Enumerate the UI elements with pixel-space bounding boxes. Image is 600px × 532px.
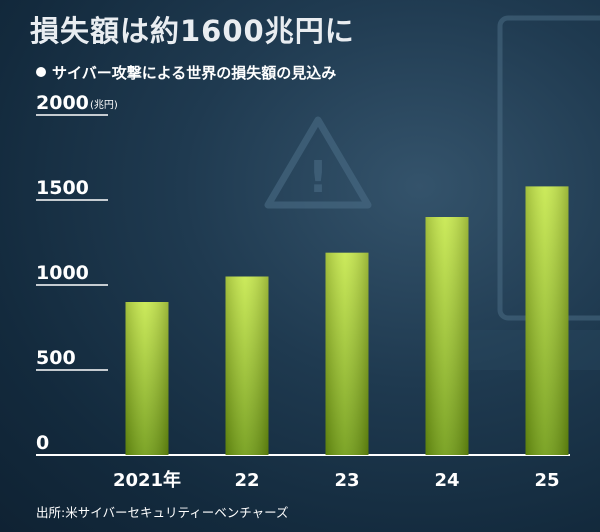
bar-shading xyxy=(525,186,569,455)
chart-title: 損失額は約1600兆円に xyxy=(30,14,355,48)
y-tick-label: 1000 xyxy=(36,262,89,284)
x-tick-label: 23 xyxy=(334,470,359,491)
x-tick-label: 22 xyxy=(234,470,259,491)
bar-shading xyxy=(425,217,469,455)
chart-subtitle: サイバー攻撃による世界の損失額の見込み xyxy=(36,62,336,83)
x-tick-label: 24 xyxy=(434,470,459,491)
bar-shading xyxy=(125,302,169,455)
y-tick-label: 1500 xyxy=(36,177,89,199)
subtitle-text: サイバー攻撃による世界の損失額の見込み xyxy=(52,64,337,82)
y-tick-label: 0 xyxy=(36,432,49,454)
y-tick-label: 2000 xyxy=(36,92,89,114)
source-note: 出所:米サイバーセキュリティーベンチャーズ xyxy=(36,505,289,520)
bar-shading xyxy=(325,252,369,455)
x-tick-label: 25 xyxy=(534,470,559,491)
y-unit-label: (兆円) xyxy=(90,99,118,111)
x-tick-label: 2021年 xyxy=(113,469,181,491)
bar-shading xyxy=(225,276,269,455)
bullet-icon xyxy=(36,67,46,77)
y-tick-label: 500 xyxy=(36,347,76,369)
